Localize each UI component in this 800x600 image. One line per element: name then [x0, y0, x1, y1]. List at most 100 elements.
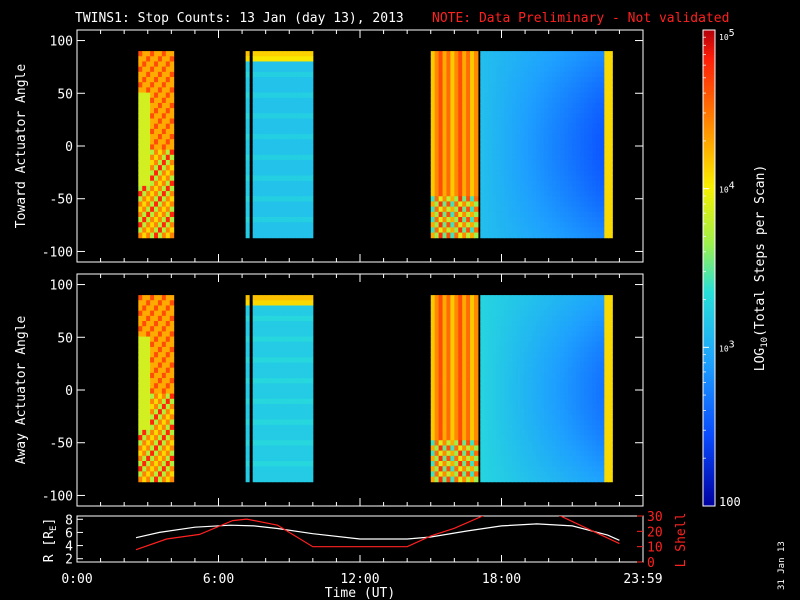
heatmap-cell	[600, 82, 605, 88]
heatmap-cell	[504, 201, 509, 208]
heatmap-cell	[264, 196, 270, 202]
heatmap-cell	[608, 97, 613, 104]
heatmap-cell	[516, 159, 521, 166]
heatmap-cell	[462, 149, 467, 156]
heatmap-cell	[470, 455, 475, 462]
heatmap-cell	[532, 346, 537, 353]
heatmap-cell	[272, 108, 278, 114]
heatmap-cell	[169, 300, 175, 306]
heatmap-cell	[300, 398, 306, 405]
heatmap-cell	[256, 414, 262, 421]
heatmap-cell	[430, 71, 436, 78]
heatmap-cell	[532, 211, 537, 218]
heatmap-cell	[488, 336, 493, 343]
heatmap-cell	[576, 92, 581, 99]
heatmap-cell	[540, 378, 545, 384]
heatmap-cell	[462, 113, 467, 119]
heatmap-cell	[146, 331, 151, 338]
heatmap-cell	[588, 222, 593, 228]
heatmap-cell	[150, 310, 155, 317]
heatmap-cell	[470, 222, 475, 228]
heatmap-cell	[276, 170, 282, 177]
heatmap-cell	[473, 393, 479, 400]
heatmap-cell	[138, 362, 143, 369]
heatmap-cell	[592, 352, 597, 358]
heatmap-cell	[552, 222, 557, 228]
heatmap-cell	[450, 108, 455, 114]
heatmap-cell	[536, 92, 541, 99]
heatmap-cell	[544, 108, 549, 114]
heatmap-cell	[592, 97, 597, 104]
heatmap-cell	[556, 165, 561, 171]
heatmap-cell	[508, 414, 513, 421]
heatmap-cell	[256, 326, 262, 332]
heatmap-cell	[528, 414, 533, 421]
heatmap-cell	[462, 403, 467, 410]
heatmap-cell	[268, 321, 274, 327]
heatmap-cell	[496, 383, 501, 389]
heatmap-cell	[268, 170, 274, 177]
heatmap-cell	[430, 357, 436, 363]
heatmap-cell	[572, 476, 577, 483]
heatmap-cell	[500, 227, 505, 234]
heatmap-cell	[576, 123, 581, 130]
heatmap-cell	[442, 66, 447, 73]
heatmap-cell	[552, 403, 557, 410]
heatmap-cell	[288, 445, 294, 452]
heatmap-cell	[138, 315, 143, 322]
heatmap-cell	[450, 435, 455, 441]
heatmap-cell	[564, 222, 569, 228]
heatmap-cell	[604, 154, 609, 161]
heatmap-cell	[480, 466, 485, 472]
heatmap-cell	[552, 378, 557, 384]
heatmap-cell	[540, 87, 545, 94]
heatmap-cell	[512, 367, 517, 374]
heatmap-cell	[430, 61, 436, 68]
heatmap-cell	[516, 56, 521, 62]
heatmap-cell	[280, 123, 286, 130]
heatmap-cell	[548, 180, 553, 187]
heatmap-cell	[165, 61, 171, 68]
heatmap-cell	[272, 170, 278, 177]
heatmap-cell	[524, 341, 529, 348]
heatmap-cell	[245, 466, 250, 472]
heatmap-cell	[154, 87, 159, 94]
heatmap-cell	[256, 352, 262, 358]
heatmap-cell	[276, 466, 282, 472]
heatmap-cell	[284, 191, 290, 197]
heatmap-cell	[480, 222, 485, 228]
heatmap-cell	[473, 222, 479, 228]
heatmap-cell	[470, 134, 475, 140]
heatmap-cell	[272, 435, 278, 441]
heatmap-cell	[596, 180, 601, 187]
heatmap-cell	[596, 217, 601, 223]
heatmap-cell	[458, 123, 463, 130]
heatmap-cell	[492, 455, 497, 462]
heatmap-cell	[508, 118, 513, 125]
heatmap-cell	[470, 61, 475, 68]
heatmap-cell	[508, 393, 513, 400]
heatmap-cell	[604, 102, 609, 109]
heatmap-cell	[592, 461, 597, 467]
heatmap-cell	[260, 455, 266, 462]
heatmap-cell	[268, 71, 274, 78]
heatmap-cell	[552, 305, 557, 312]
heatmap-cell	[500, 461, 505, 467]
heatmap-cell	[588, 102, 593, 109]
heatmap-cell	[588, 336, 593, 343]
heatmap-cell	[256, 118, 262, 125]
heatmap-cell	[245, 455, 250, 462]
heatmap-cell	[150, 450, 155, 457]
heatmap-cell	[304, 159, 310, 166]
heatmap-cell	[568, 346, 573, 353]
heatmap-cell	[470, 66, 475, 73]
heatmap-cell	[544, 450, 549, 457]
heatmap-cell	[512, 71, 517, 78]
heatmap-cell	[245, 367, 250, 374]
heatmap-cell	[600, 201, 605, 208]
heatmap-cell	[596, 144, 601, 151]
heatmap-cell	[146, 159, 151, 166]
heatmap-cell	[552, 466, 557, 472]
heatmap-cell	[142, 295, 147, 301]
heatmap-cell	[556, 97, 561, 104]
